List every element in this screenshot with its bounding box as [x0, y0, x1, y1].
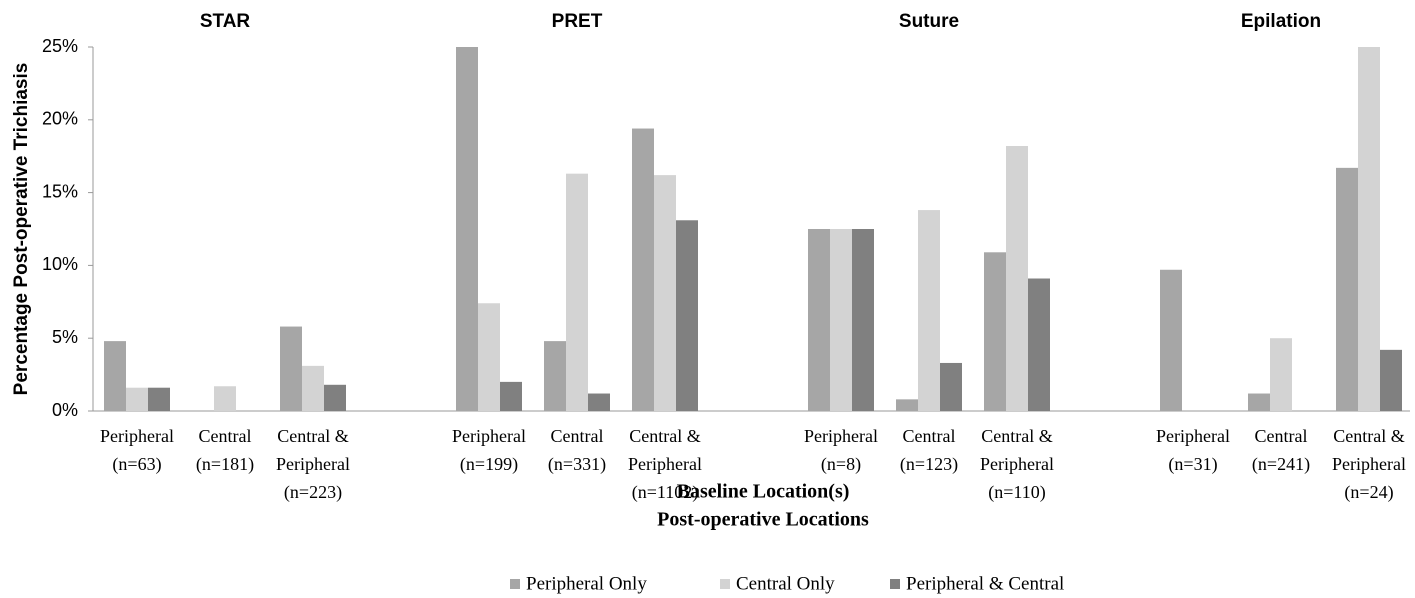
bar — [324, 384, 346, 411]
bar — [1336, 167, 1358, 411]
group-title: STAR — [200, 11, 251, 32]
x-tick-label: Peripheral — [628, 454, 702, 474]
y-tick-label: 10% — [42, 254, 78, 274]
legend-label: Peripheral & Central — [906, 573, 1064, 594]
bar — [544, 341, 566, 411]
y-tick-label: 5% — [52, 327, 78, 347]
group-title: Suture — [899, 11, 959, 32]
legend-label: Peripheral Only — [526, 573, 647, 594]
legend-label: Central Only — [736, 573, 835, 594]
bar — [1006, 146, 1028, 411]
bar — [808, 229, 830, 411]
x-tick-label: Central — [551, 426, 604, 446]
bar — [632, 128, 654, 411]
x-tick-label: Peripheral — [1332, 454, 1406, 474]
x-tick-label: Peripheral — [804, 426, 878, 446]
bar — [984, 252, 1006, 411]
bar — [214, 386, 236, 411]
y-tick-label: 20% — [42, 109, 78, 129]
x-tick-label: Central & — [981, 426, 1052, 446]
bar — [302, 365, 324, 411]
x-tick-label: Central & — [1333, 426, 1404, 446]
x-tick-label: Central & — [277, 426, 348, 446]
bar — [1380, 349, 1402, 411]
y-tick-label: 25% — [42, 36, 78, 56]
legend-swatch — [720, 579, 730, 589]
bar — [1358, 47, 1380, 411]
x-tick-label: (n=31) — [1168, 454, 1217, 475]
x-tick-label: Peripheral — [980, 454, 1054, 474]
bar — [1248, 393, 1270, 411]
bar — [654, 175, 676, 411]
legend-swatch — [510, 579, 520, 589]
x-axis-label: Baseline Location(s) — [677, 481, 850, 503]
legend-title: Post-operative Locations — [657, 509, 869, 531]
x-tick-label: Central — [199, 426, 252, 446]
group-title: Epilation — [1241, 11, 1321, 32]
x-tick-label: Central — [1255, 426, 1308, 446]
bar — [852, 229, 874, 411]
bar — [456, 47, 478, 411]
y-tick-label: 0% — [52, 400, 78, 420]
bar — [1160, 269, 1182, 411]
x-tick-label: (n=223) — [284, 482, 342, 503]
group-title: PRET — [552, 11, 603, 32]
bar — [500, 381, 522, 411]
x-tick-label: Peripheral — [276, 454, 350, 474]
legend-swatch — [890, 579, 900, 589]
bar — [676, 220, 698, 411]
x-tick-label: (n=24) — [1344, 482, 1393, 503]
bar — [104, 341, 126, 411]
y-axis-label: Percentage Post-operative Trichiasis — [11, 63, 32, 396]
bar — [1270, 338, 1292, 411]
x-tick-label: Peripheral — [100, 426, 174, 446]
bar — [1028, 278, 1050, 411]
x-tick-label: (n=8) — [821, 454, 861, 475]
bar — [148, 387, 170, 411]
bar — [566, 173, 588, 411]
x-tick-label: Central & — [629, 426, 700, 446]
bar — [830, 229, 852, 411]
bar — [940, 362, 962, 411]
bar — [918, 210, 940, 411]
x-tick-label: (n=123) — [900, 454, 958, 475]
x-tick-label: Central — [903, 426, 956, 446]
x-tick-label: Peripheral — [1156, 426, 1230, 446]
x-tick-label: (n=63) — [112, 454, 161, 475]
bar — [280, 326, 302, 411]
bar — [126, 387, 148, 411]
y-tick-label: 15% — [42, 181, 78, 201]
x-tick-label: (n=331) — [548, 454, 606, 475]
x-tick-label: (n=199) — [460, 454, 518, 475]
x-tick-label: (n=241) — [1252, 454, 1310, 475]
x-tick-label: Peripheral — [452, 426, 526, 446]
bar — [478, 303, 500, 411]
x-tick-label: (n=1102) — [632, 482, 698, 503]
x-tick-label: (n=110) — [988, 482, 1045, 503]
bar — [896, 399, 918, 411]
bar — [588, 393, 610, 411]
x-tick-label: (n=181) — [196, 454, 254, 475]
